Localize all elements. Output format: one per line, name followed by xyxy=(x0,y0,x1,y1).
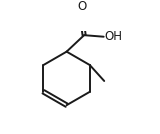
Text: OH: OH xyxy=(105,30,123,43)
Text: O: O xyxy=(77,0,86,13)
